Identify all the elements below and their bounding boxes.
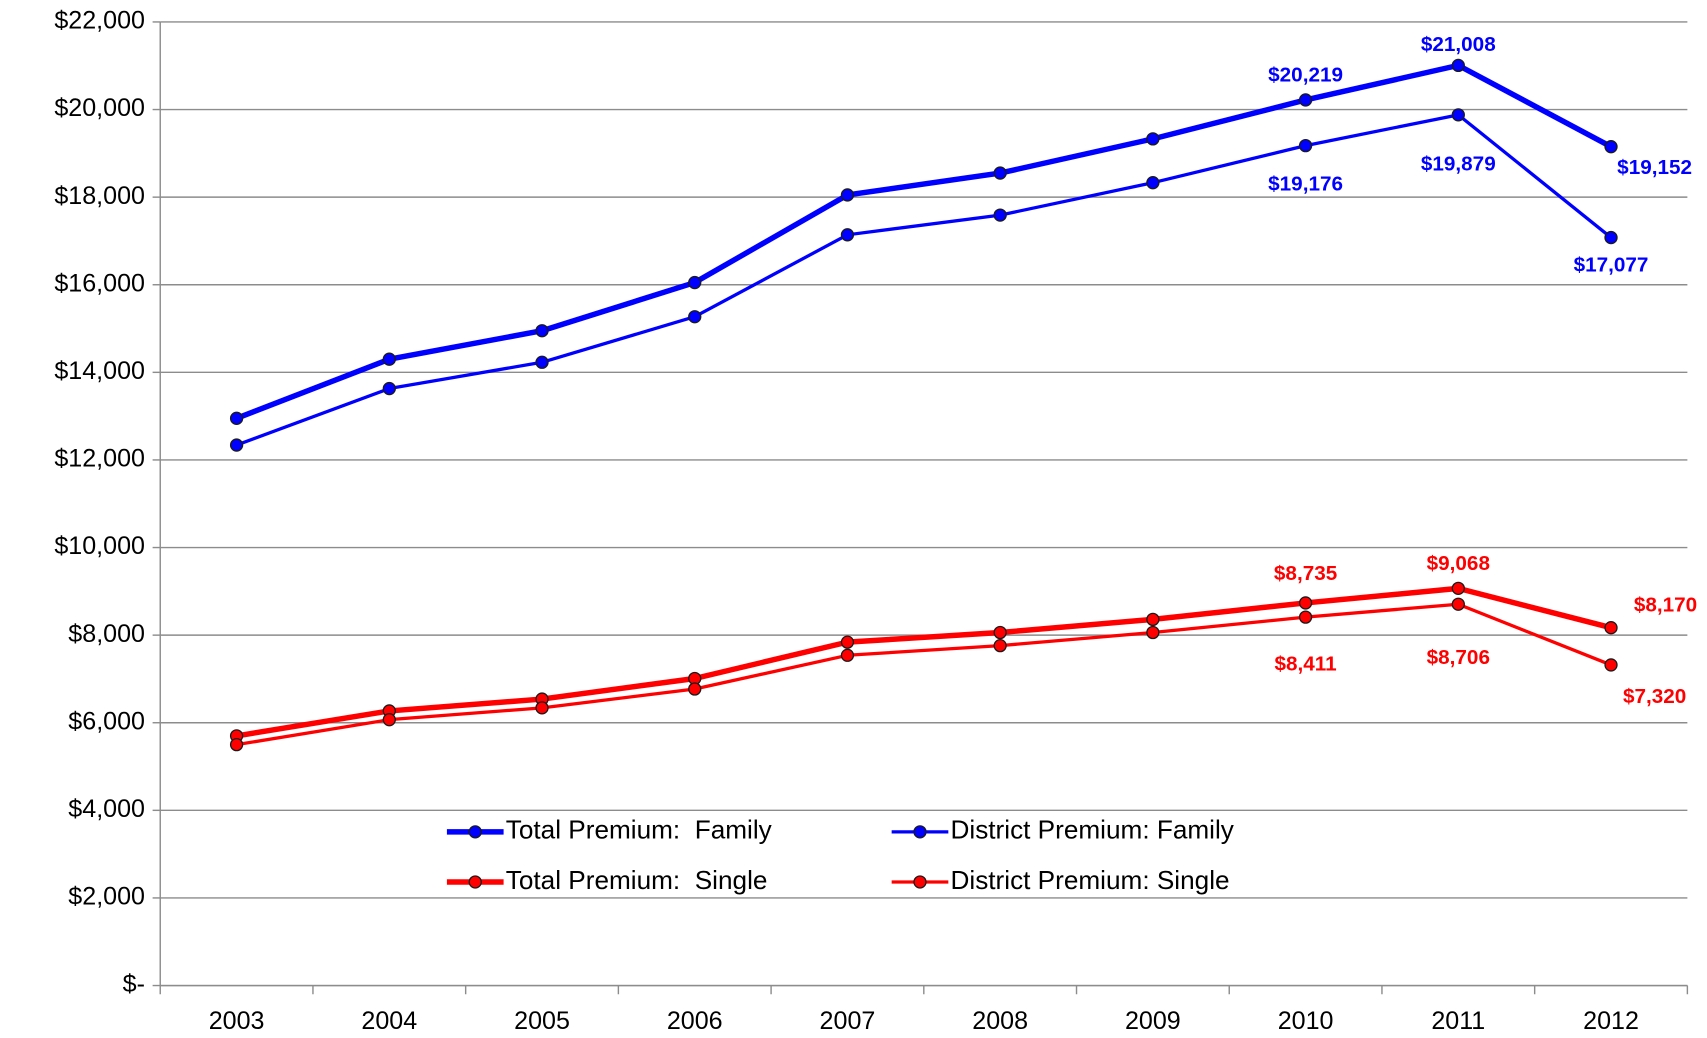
legend-label: District Premium: Single — [951, 865, 1230, 895]
data-point — [229, 737, 244, 752]
x-tick-label: 2011 — [1431, 1007, 1485, 1035]
data-point — [840, 228, 855, 242]
data-point — [1146, 132, 1160, 146]
data-label: $19,879 — [1421, 152, 1496, 175]
data-label: $17,077 — [1574, 253, 1649, 276]
x-tick-label: 2006 — [667, 1007, 723, 1035]
data-point — [840, 648, 855, 662]
data-point — [1298, 138, 1313, 153]
series-line — [236, 602, 1612, 747]
y-tick-label: $22,000 — [54, 7, 145, 35]
data-point — [1451, 597, 1465, 611]
x-tick-label: 2004 — [361, 1007, 417, 1035]
data-label: $9,068 — [1427, 552, 1490, 575]
data-label: $21,008 — [1421, 33, 1496, 56]
y-tick-label: $18,000 — [54, 182, 145, 210]
legend-marker — [913, 825, 927, 839]
data-point — [229, 438, 244, 452]
data-label: $20,219 — [1268, 63, 1343, 86]
data-point — [688, 275, 702, 290]
legend-label: Total Premium: Family — [506, 815, 773, 845]
series-line — [235, 62, 1613, 421]
x-tick-label: 2009 — [1125, 1007, 1181, 1035]
x-tick-label: 2010 — [1278, 1007, 1334, 1035]
data-point — [1604, 230, 1618, 245]
y-tick-label: $10,000 — [54, 532, 145, 560]
data-point — [840, 635, 855, 649]
x-tick-label: 2005 — [514, 1007, 570, 1035]
y-tick-label: $16,000 — [54, 269, 145, 297]
data-label: $8,411 — [1274, 653, 1336, 676]
series-line — [236, 585, 1612, 739]
legend-marker — [468, 825, 482, 839]
data-point — [1146, 612, 1160, 627]
data-point — [382, 713, 396, 727]
data-point — [1451, 58, 1465, 73]
data-point — [1451, 581, 1465, 596]
data-label: $19,152 — [1617, 156, 1692, 179]
data-point — [535, 701, 549, 715]
y-tick-label: $20,000 — [54, 94, 145, 122]
data-point — [688, 310, 702, 324]
data-label: $8,735 — [1274, 562, 1337, 585]
y-tick-label: $8,000 — [68, 620, 145, 648]
data-point — [1146, 625, 1160, 640]
legend-marker — [913, 875, 927, 889]
y-tick-label: $2,000 — [68, 883, 145, 911]
x-tick-label: 2007 — [820, 1007, 876, 1035]
y-tick-label: $12,000 — [54, 445, 145, 473]
data-point — [1604, 140, 1618, 154]
data-point — [1298, 596, 1313, 610]
y-tick-label: $4,000 — [68, 795, 145, 823]
data-point — [1146, 176, 1160, 190]
legend: Total Premium: Family District Premium: F… — [446, 815, 1235, 895]
y-tick-label: $14,000 — [54, 357, 145, 385]
data-point — [688, 682, 702, 696]
data-point — [229, 411, 244, 425]
data-point — [1604, 658, 1618, 672]
x-tick-label: 2003 — [209, 1007, 265, 1035]
data-point — [382, 381, 396, 396]
data-label: $8,170 — [1634, 593, 1697, 616]
data-point — [535, 324, 549, 338]
x-tick-label: 2008 — [972, 1007, 1028, 1035]
y-tick-label: $- — [123, 970, 145, 998]
y-tick-label: $6,000 — [68, 707, 145, 735]
data-label: $7,320 — [1623, 685, 1686, 708]
data-point — [1604, 621, 1618, 635]
data-point — [382, 352, 396, 366]
data-point — [993, 639, 1007, 653]
data-label: $19,176 — [1268, 172, 1343, 195]
data-point — [993, 208, 1007, 222]
data-point — [840, 188, 855, 202]
x-tick-label: 2012 — [1583, 1007, 1639, 1035]
series-line — [236, 113, 1613, 447]
data-point — [1451, 108, 1465, 122]
legend-label: District Premium: Family — [951, 815, 1235, 845]
legend-label: Total Premium: Single — [506, 865, 768, 895]
data-point — [535, 355, 549, 369]
data-point — [1298, 93, 1313, 107]
data-point — [993, 625, 1007, 640]
data-point — [993, 166, 1007, 180]
data-label: $8,706 — [1427, 646, 1490, 669]
data-point — [1298, 610, 1313, 624]
legend-marker — [468, 875, 482, 889]
